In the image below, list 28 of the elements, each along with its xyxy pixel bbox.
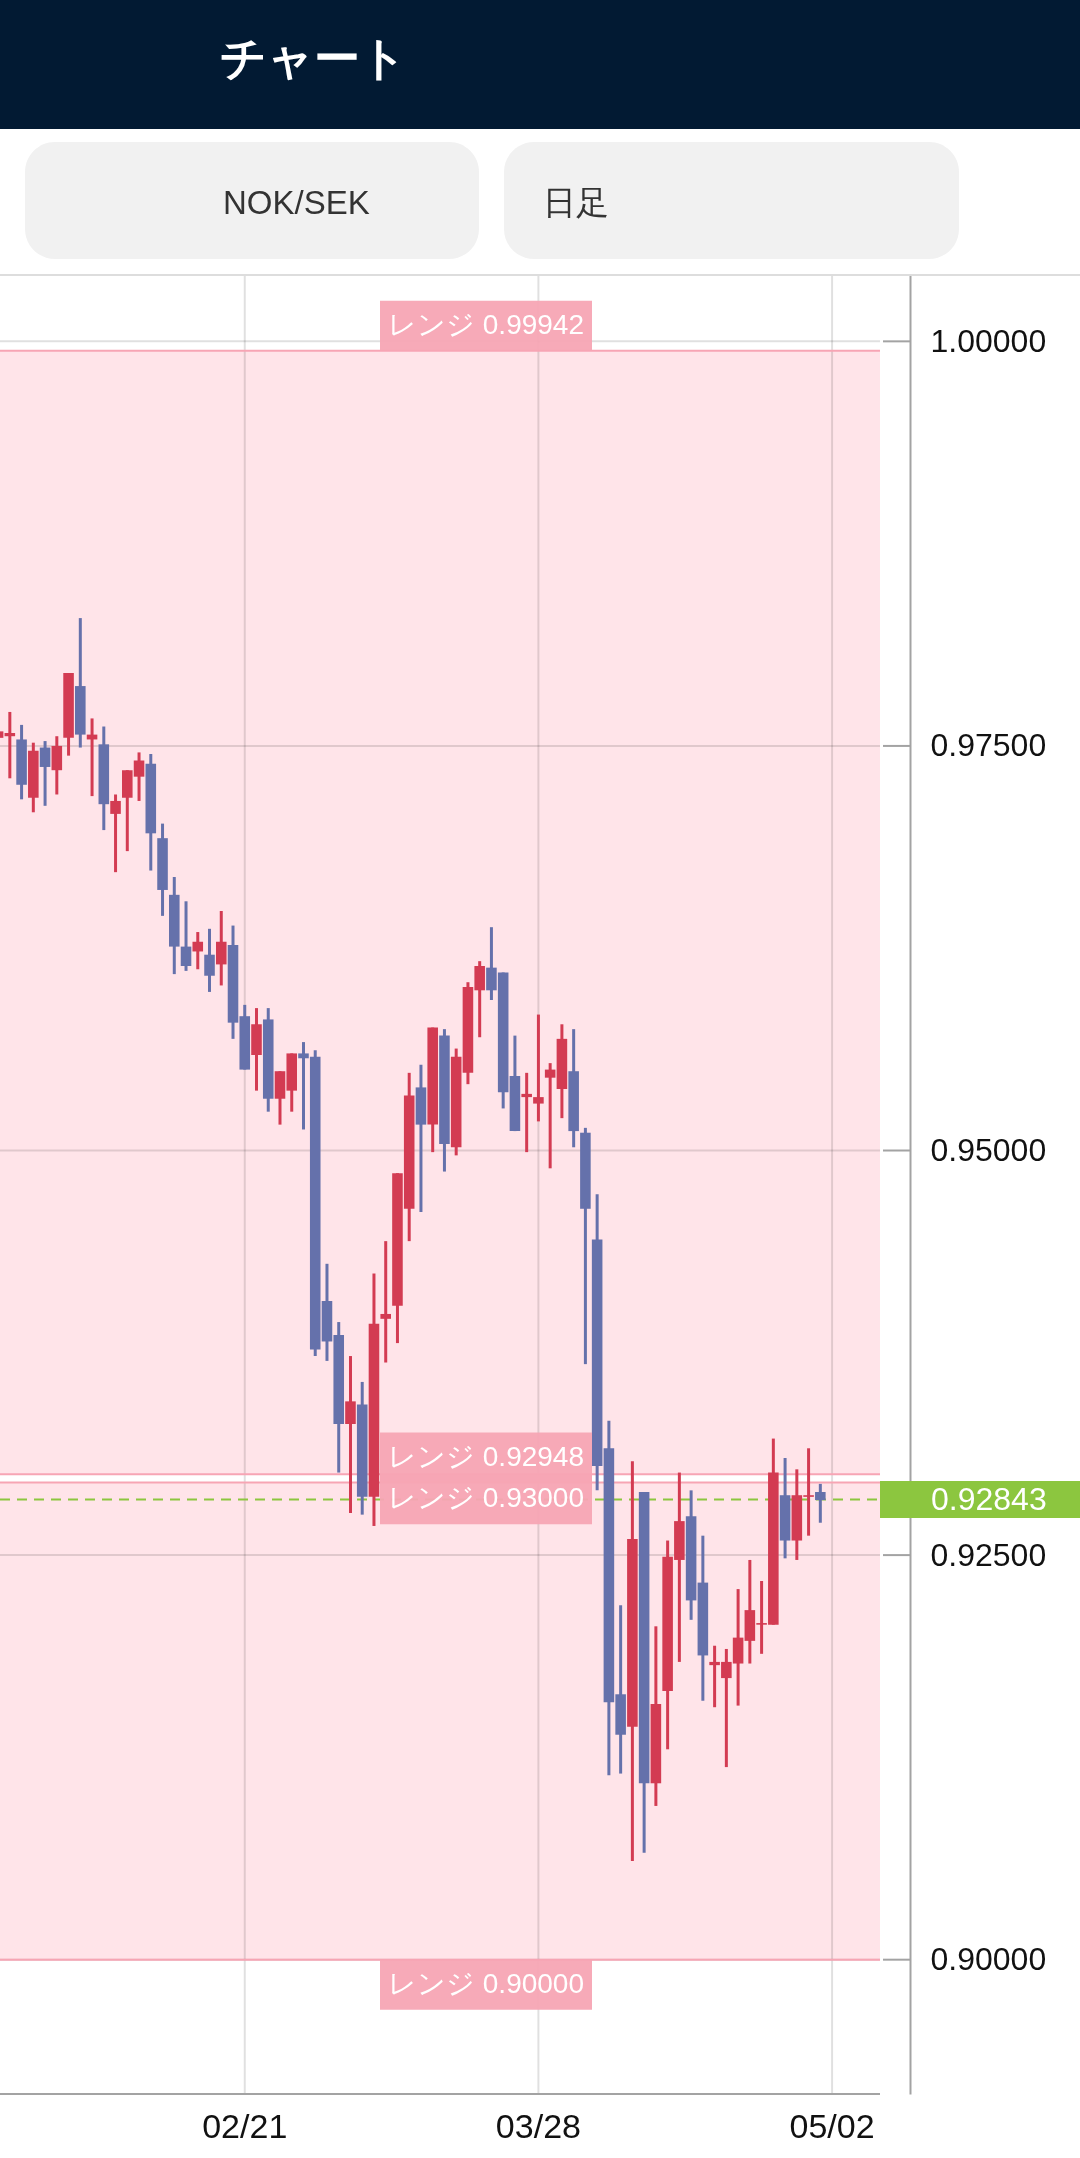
candlestick <box>110 794 121 874</box>
ref-line-label: レンジ 0.92948 <box>388 1440 584 1472</box>
candlestick <box>345 1356 356 1514</box>
ref-line-label: レンジ 0.99942 <box>388 308 584 340</box>
candlestick <box>204 927 215 992</box>
chart-title: チャート <box>220 32 407 84</box>
x-tick-label: 02/21 <box>202 2106 288 2145</box>
candlestick <box>380 1241 391 1363</box>
candlestick <box>521 1071 532 1154</box>
candlestick <box>180 901 192 971</box>
text: NOK/SEK <box>223 184 370 221</box>
candlestick <box>533 1014 544 1122</box>
text: 日足 <box>543 184 609 221</box>
candlestick <box>39 741 51 806</box>
candlestick <box>215 911 227 986</box>
candlestick <box>192 932 204 970</box>
y-tick-label: 0.90000 <box>930 1941 1047 1978</box>
y-tick-label: 0.95000 <box>930 1132 1047 1169</box>
ref-line-label: レンジ 0.93000 <box>388 1482 584 1514</box>
candlestick <box>544 1063 556 1169</box>
ref-line-label: レンジ 0.90000 <box>388 1967 584 1999</box>
y-tick-label: 0.92500 <box>930 1536 1047 1573</box>
y-tick-label: 0.97500 <box>930 727 1047 764</box>
x-tick-label: 03/28 <box>495 2106 581 2145</box>
ref-line-label: 0.92843 <box>931 1480 1047 1517</box>
candlestick <box>815 1482 826 1523</box>
x-tick-label: 05/02 <box>789 2106 875 2145</box>
y-tick-label: 1.00000 <box>930 322 1047 359</box>
